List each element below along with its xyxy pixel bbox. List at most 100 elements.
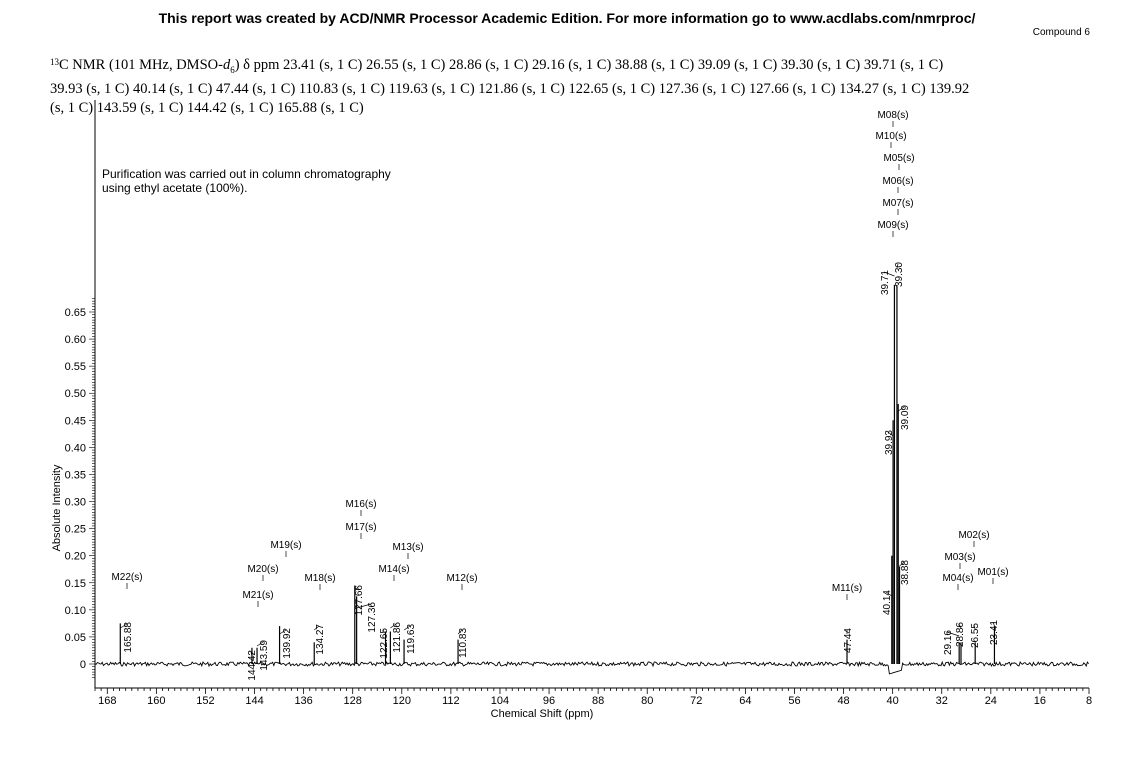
y-tick-label: 0.10	[65, 605, 86, 617]
y-tick-label: 0.05	[65, 632, 86, 644]
peak-label: 26.55	[970, 623, 981, 648]
x-tick-label: 48	[837, 695, 849, 707]
peak-label-leader	[120, 623, 128, 629]
peak-label-leader	[390, 623, 397, 629]
peak-label: 47.44	[843, 628, 854, 653]
x-tick-label: 24	[985, 695, 997, 707]
nucleus-text: C NMR (101 MHz, DMSO-	[59, 57, 223, 73]
multiplet-label: M03(s)	[944, 552, 975, 563]
spectrum-baseline	[94, 660, 1089, 675]
y-tick-label: 0.60	[65, 334, 86, 346]
peak-label: 127.36	[367, 602, 378, 633]
multiplet-label: M07(s)	[882, 198, 913, 209]
peak-label-leader	[958, 623, 962, 629]
peak-label-leader	[992, 621, 995, 627]
multiplet-label: M16(s)	[345, 499, 376, 510]
peak-label: 38.88	[900, 560, 911, 585]
x-tick-label: 80	[641, 695, 653, 707]
note-line-1: Purification was carried out in column c…	[102, 167, 391, 181]
peak-label-leader	[356, 603, 372, 609]
shift-list-3: (s, 1 C) 143.59 (s, 1 C) 144.42 (s, 1 C)…	[50, 99, 364, 116]
x-tick-label: 128	[344, 695, 362, 707]
x-tick-label: 168	[98, 695, 116, 707]
peak-label: 39.93	[884, 430, 895, 455]
purification-note: Purification was carried out in column c…	[102, 167, 391, 195]
x-tick-label: 112	[442, 695, 460, 707]
x-tick-label: 136	[294, 695, 312, 707]
x-tick-label: 88	[592, 695, 604, 707]
multiplet-label: M02(s)	[958, 530, 989, 541]
peak-label: 143.59	[259, 640, 270, 671]
y-tick-label: 0.20	[65, 551, 86, 563]
multiplet-label: M10(s)	[875, 131, 906, 142]
peak-label-leader	[354, 586, 359, 592]
x-tick-label: 8	[1086, 695, 1092, 707]
multiplet-label: M06(s)	[882, 176, 913, 187]
multiplet-label: M11(s)	[832, 583, 862, 594]
peak-label: 134.27	[315, 624, 326, 655]
y-tick-label: 0.45	[65, 415, 86, 427]
peak-label: 119.63	[406, 624, 417, 654]
nmr-description-line-1: 13C NMR (101 MHz, DMSO-d6) δ ppm 23.41 (…	[50, 53, 1100, 80]
peak-label: 29.16	[943, 630, 954, 655]
peak-label-leader	[896, 263, 899, 269]
shift-list-2: 39.93 (s, 1 C) 40.14 (s, 1 C) 47.44 (s, …	[50, 80, 970, 97]
y-tick-label: 0.25	[65, 524, 86, 536]
peak-label-leader	[382, 629, 386, 635]
solvent-sub: 6	[230, 64, 235, 75]
peak-label-leader	[314, 625, 320, 631]
peak-label-leader	[457, 629, 463, 635]
multiplet-label: M01(s)	[977, 567, 1008, 578]
multiplet-label: M08(s)	[877, 110, 908, 121]
peak-label-leader	[403, 625, 411, 631]
multiplet-label: M04(s)	[942, 573, 973, 584]
peak-label: 122.65	[379, 628, 390, 659]
nmr-description: 13C NMR (101 MHz, DMSO-d6) δ ppm 23.41 (…	[50, 53, 1100, 118]
y-tick-label: 0.15	[65, 578, 86, 590]
peak-label-leader	[973, 624, 976, 630]
x-tick-label: 96	[543, 695, 555, 707]
peak-label: 39.30	[894, 262, 905, 287]
multiplet-label: M14(s)	[378, 564, 409, 575]
peak-label-leader	[883, 271, 895, 277]
peak-label: 144.42	[247, 650, 258, 681]
x-axis-label: Chemical Shift (ppm)	[491, 708, 594, 720]
multiplet-label: M22(s)	[111, 572, 142, 583]
y-tick-label: 0.30	[65, 497, 86, 509]
x-tick-label: 64	[739, 695, 751, 707]
x-tick-label: 72	[690, 695, 702, 707]
peak-label-leader	[887, 431, 894, 437]
y-tick-label: 0.35	[65, 469, 86, 481]
multiplet-label: M18(s)	[304, 573, 335, 584]
peak-label-leader	[250, 651, 253, 657]
peak-label: 127.66	[354, 585, 365, 616]
peak-label: 40.14	[882, 590, 893, 615]
x-tick-label: 104	[491, 695, 509, 707]
x-tick-label: 32	[936, 695, 948, 707]
peak-label: 23.41	[989, 620, 1000, 645]
after-solvent: ) δ ppm	[234, 57, 280, 73]
peak-label: 121.86	[392, 622, 403, 653]
multiplet-label: M13(s)	[392, 542, 423, 553]
peak-label-leader	[256, 641, 264, 647]
peak-label-leader	[279, 629, 287, 635]
x-tick-label: 56	[788, 695, 800, 707]
y-tick-label: 0	[80, 659, 86, 671]
x-tick-label: 152	[196, 695, 214, 707]
peak-label-leader	[885, 591, 892, 597]
x-tick-label: 40	[887, 695, 899, 707]
x-tick-label: 144	[245, 695, 263, 707]
y-tick-label: 0.50	[65, 388, 86, 400]
x-tick-label: 16	[1034, 695, 1046, 707]
multiplet-label: M17(s)	[345, 522, 376, 533]
peak-label: 139.92	[282, 628, 293, 659]
y-tick-label: 0.40	[65, 442, 86, 454]
x-tick-label: 160	[147, 695, 165, 707]
shift-list-1: 23.41 (s, 1 C) 26.55 (s, 1 C) 28.86 (s, …	[283, 57, 944, 73]
peak-label-leader	[898, 406, 905, 412]
note-line-2: using ethyl acetate (100%).	[102, 181, 248, 195]
peak-label: 110.83	[458, 628, 469, 658]
y-axis-label: Absolute Intensity	[51, 464, 63, 551]
solvent-d: d	[222, 57, 231, 73]
